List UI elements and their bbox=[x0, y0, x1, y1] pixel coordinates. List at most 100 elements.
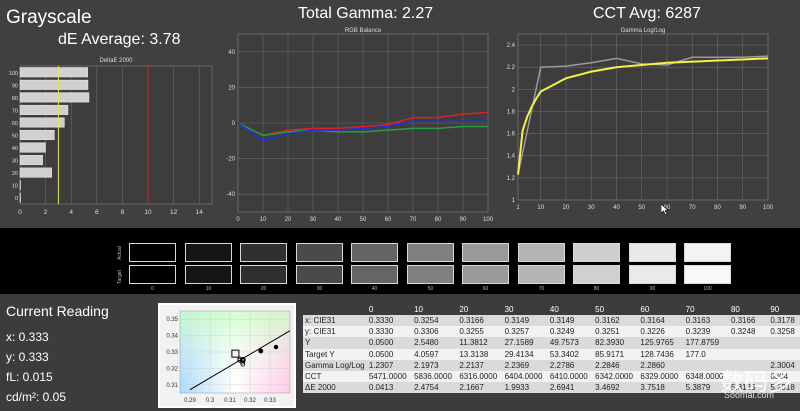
table-cell: 2.1973 bbox=[412, 359, 458, 371]
cie-x-tick: 0.3 bbox=[206, 398, 215, 404]
gamma-x-tick: 90 bbox=[739, 205, 746, 211]
total-gamma: Total Gamma: 2.27 bbox=[298, 5, 434, 22]
deltae-x-tick: 6 bbox=[95, 209, 99, 216]
table-row-label: ΔE 2000 bbox=[303, 382, 367, 394]
table-cell: 0.3255 bbox=[457, 326, 503, 338]
table-column-header: 0 bbox=[368, 304, 374, 314]
target-swatch bbox=[240, 265, 287, 284]
target-swatch bbox=[573, 265, 620, 284]
actual-swatch bbox=[240, 243, 287, 262]
table-cell: 177.8759 bbox=[683, 337, 729, 349]
table-cell: 2.2860 bbox=[638, 359, 684, 371]
table-cell: 0.3239 bbox=[683, 326, 729, 338]
table-cell: 6342.0000 bbox=[593, 370, 639, 383]
target-swatch bbox=[462, 265, 509, 284]
deltae-x-tick: 8 bbox=[121, 209, 125, 216]
deltae-x-tick: 4 bbox=[69, 209, 73, 216]
cie-x-tick: 0.31 bbox=[224, 398, 236, 404]
gamma-chart: Gamma Log/Log 1 10 20 30 40 50 60 70 80 90 100 2.4 2.… bbox=[500, 24, 780, 228]
table-cell: 0.0413 bbox=[366, 382, 413, 394]
table-row: CCT 5471.0000 5836.0000 6316.0000 6404.0000 6… bbox=[303, 370, 800, 383]
actual-swatch bbox=[351, 243, 398, 262]
table-row-label: Y bbox=[303, 337, 367, 349]
target-swatch bbox=[684, 265, 731, 284]
table-cell: 4.0597 bbox=[412, 348, 458, 360]
table-cell: 0.3254 bbox=[412, 315, 458, 327]
cie-x-tick: 0.33 bbox=[264, 398, 276, 404]
rgb-y-tick: -20 bbox=[226, 157, 235, 163]
deltae-category-label: 0 bbox=[15, 196, 18, 202]
table-cell: 0.3149 bbox=[547, 315, 594, 327]
cct-average: CCT Avg: 6287 bbox=[593, 5, 701, 22]
table-column-header: 90 bbox=[770, 304, 780, 314]
table-column-header: 50 bbox=[595, 304, 605, 314]
table-cell: 3.4692 bbox=[593, 382, 639, 394]
table-cell: 2.2137 bbox=[457, 359, 503, 371]
deltae-bar bbox=[19, 92, 90, 103]
de-average: dE Average: 3.78 bbox=[58, 31, 181, 48]
table-cell: 0.3162 bbox=[593, 315, 639, 327]
actual-swatch bbox=[129, 243, 176, 262]
table-row: Y 0.0500 2.5480 11.3812 27.1589 49.7573 82.393… bbox=[303, 337, 800, 349]
table-column-header: 80 bbox=[730, 304, 740, 314]
table-cell: 0.3306 bbox=[412, 326, 458, 338]
table-column-header: 10 bbox=[414, 304, 423, 314]
deltae-x-tick: 12 bbox=[170, 209, 178, 216]
table-cell: 2.6941 bbox=[547, 382, 594, 394]
table-row: y: CIE31 0.3330 0.3306 0.3255 0.3257 0.3249 0.… bbox=[303, 326, 800, 338]
rgb-series-line bbox=[237, 120, 488, 142]
actual-swatch bbox=[407, 243, 454, 262]
table-cell: 6316.0000 bbox=[457, 370, 503, 383]
table-row-label: x: CIE31 bbox=[303, 315, 367, 327]
deltae-category-label: 60 bbox=[12, 121, 18, 127]
table-column-header: 30 bbox=[504, 304, 514, 314]
grayscale-swatches bbox=[0, 228, 800, 294]
table-cell: 128.7436 bbox=[638, 348, 684, 360]
cie-x-tick: 0.32 bbox=[244, 398, 256, 404]
gamma-x-tick: 70 bbox=[689, 205, 696, 211]
table-body: x: CIE31 0.3330 0.3254 0.3166 0.3149 0.3149 0.… bbox=[303, 315, 800, 394]
table-row-label: Gamma Log/Log bbox=[303, 359, 367, 371]
table-cell: 6404.0000 bbox=[502, 370, 548, 383]
swatch-level-label: 50 bbox=[427, 286, 434, 292]
table-cell: 0.3330 bbox=[366, 326, 413, 338]
cie-chart-svg: 0.29 0.3 0.31 0.32 0.33 0.35 0.34 0.33 0.32 0.31 bbox=[166, 310, 291, 404]
table-cell: 0.0500 bbox=[366, 337, 413, 349]
gamma-series-line bbox=[517, 57, 769, 175]
gamma-x-tick: 30 bbox=[588, 205, 595, 211]
table-cell bbox=[683, 359, 729, 371]
reading-fl: fL: 0.015 bbox=[6, 370, 53, 384]
swatch-level-label: 90 bbox=[649, 286, 656, 292]
deltae-bar bbox=[19, 180, 21, 191]
rgb-x-tick: 20 bbox=[285, 217, 292, 223]
table-cell: 0.3330 bbox=[366, 315, 413, 327]
table-cell: 0.3166 bbox=[457, 315, 503, 327]
table-cell: 11.3812 bbox=[457, 337, 503, 349]
gamma-y-tick: 1.4 bbox=[507, 154, 516, 160]
table-column-header: 40 bbox=[549, 304, 559, 314]
table-column-header: 60 bbox=[640, 304, 650, 314]
deltae-bar bbox=[19, 167, 52, 178]
target-row-label: Target bbox=[117, 270, 123, 284]
rgb-title: RGB Balance bbox=[345, 28, 382, 34]
gamma-y-tick: 1 bbox=[512, 198, 516, 204]
rgb-y-tick: 0 bbox=[232, 121, 236, 127]
table-cell: 6329.0000 bbox=[638, 370, 684, 383]
actual-swatch bbox=[185, 243, 232, 262]
rgb-x-tick: 40 bbox=[335, 217, 342, 223]
table-cell: 82.3930 bbox=[593, 337, 639, 349]
table-cell: 0.3251 bbox=[593, 326, 639, 338]
table-cell: 6304 bbox=[768, 370, 800, 383]
table-cell: 1.9933 bbox=[502, 382, 548, 394]
cie-y-tick: 0.34 bbox=[166, 334, 178, 340]
table-cell bbox=[728, 370, 769, 383]
deltae-chart: DeltaE 2000 0 2 4 6 8 10 12 14 100 90 80 70 60 50 40 30 2… bbox=[2, 52, 216, 228]
deltae-bar bbox=[19, 130, 55, 140]
cie-y-tick: 0.35 bbox=[166, 317, 178, 323]
deltae-x-tick: 0 bbox=[18, 209, 22, 216]
target-swatch bbox=[296, 265, 343, 284]
deltae-bar bbox=[19, 117, 65, 128]
deltae-category-label: 20 bbox=[12, 171, 18, 177]
gamma-x-tick: 1 bbox=[516, 205, 520, 211]
